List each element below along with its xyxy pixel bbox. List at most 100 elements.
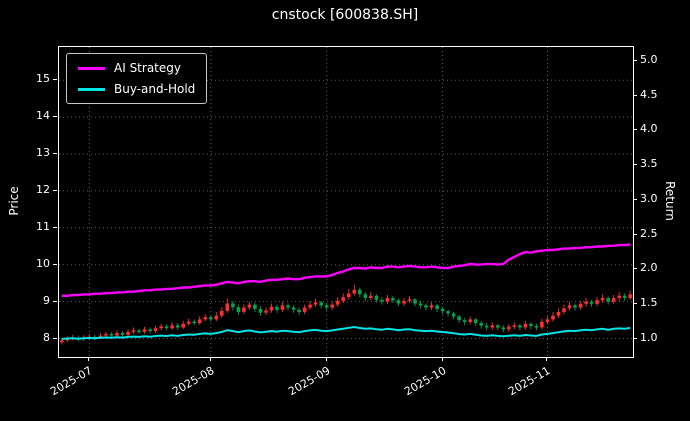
candle-body [231,303,235,308]
y-axis-tick-right [633,233,637,235]
candle-body [479,323,483,326]
x-axis-tick-label: 2025-08 [120,364,216,398]
x-axis-tick-label-text: 2025-10 [401,364,449,399]
candle-body [242,307,246,312]
candle-body [567,305,572,309]
candle-body [214,315,219,320]
candle-body [115,333,119,336]
candle-body [617,295,621,298]
candle-body [429,305,434,308]
candle-body [518,325,522,328]
candle-body [435,305,439,309]
candle-body [363,294,368,298]
y-axis-tick-left [53,337,57,339]
y-axis-tick-label-right: 2.0 [640,261,658,275]
candle-body [385,298,390,302]
candle-body [302,307,307,312]
candle-body [209,317,213,320]
y-axis-tick-left [53,153,57,155]
candle-body [197,319,202,324]
y-axis-tick-label-right: 3.5 [640,157,658,171]
candle-body [374,295,379,300]
candle-body [573,305,577,308]
candle-body [104,334,108,336]
candle-body [313,302,318,305]
candle-body [142,329,147,332]
candle-body [369,295,373,298]
candle-body [496,325,500,328]
candle-body [545,319,550,322]
legend-label-ai-strategy: AI Strategy [114,61,181,75]
candle-body [396,300,401,304]
candle-body [462,320,467,322]
candle-body [584,301,588,304]
y-axis-tick-label-right: 1.0 [640,330,658,344]
y-axis-tick-label-left: 12 [36,182,50,196]
candle-body [335,300,340,305]
legend-swatch-buy-and-hold [78,87,105,91]
legend-item-buy-and-hold: Buy-and-Hold [78,82,195,96]
y-axis-tick-right [633,198,637,200]
x-axis-tick [546,357,548,361]
y-axis-tick-right [633,94,637,96]
candle-body [562,308,566,312]
candle-body [164,326,169,329]
y-axis-tick-right [633,164,637,166]
candle-body [556,312,561,316]
candle-body [551,315,555,320]
candle-body [297,309,301,312]
x-axis-tick-label: 2025-07 [0,364,95,398]
y-axis-tick-left [53,226,57,228]
candle-body [98,335,103,338]
candle-body [457,316,461,321]
candle-body [347,293,351,298]
candle-body [109,334,114,336]
ai-strategy-line [61,243,631,298]
y-axis-tick-label-left: 11 [36,219,50,233]
candle-body [424,305,428,308]
y-axis-tick-right [633,268,637,270]
x-axis-tick-label-text: 2025-08 [169,364,217,399]
candle-body [269,306,274,311]
candle-body [600,298,605,301]
candle-body [253,304,257,309]
candle-body [280,305,285,310]
y-axis-tick-left [53,116,57,118]
candle-body [578,303,583,308]
candle-body [473,319,478,324]
buy-and-hold-line [61,325,631,340]
y-axis-tick-label-left: 14 [36,109,50,123]
candle-body [451,313,456,317]
candle-body [220,310,224,316]
y-axis-tick-label-right: 4.5 [640,87,658,101]
legend-label-buy-and-hold: Buy-and-Hold [114,82,196,96]
candle-body [589,301,594,304]
candle-body [622,295,627,298]
candle-body [529,323,533,326]
candle-body [407,299,412,301]
y-axis-tick-right [633,129,637,131]
candle-body [258,309,263,313]
y-axis-tick-label-right: 1.5 [640,296,658,310]
y-axis-tick-label-right: 4.0 [640,122,658,136]
x-axis-tick [441,357,443,361]
candle-body [595,300,599,304]
legend: AI Strategy Buy-and-Hold [66,53,208,104]
candle-body [286,305,290,308]
candle-body [247,304,252,308]
y-axis-tick-left [53,189,57,191]
x-axis-tick [325,357,327,361]
candle-body [534,326,539,328]
candle-body [319,302,323,306]
candle-body [236,307,241,312]
y-axis-tick-left [53,79,57,81]
candle-body [391,298,395,301]
candle-body [131,330,136,332]
candle-body [468,319,472,322]
legend-item-ai-strategy: AI Strategy [78,61,195,75]
x-axis-tick-label-text: 2025-11 [506,364,553,399]
y-axis-tick-label-left: 13 [36,146,50,160]
candle-body [413,299,417,304]
candle-body [628,294,632,298]
